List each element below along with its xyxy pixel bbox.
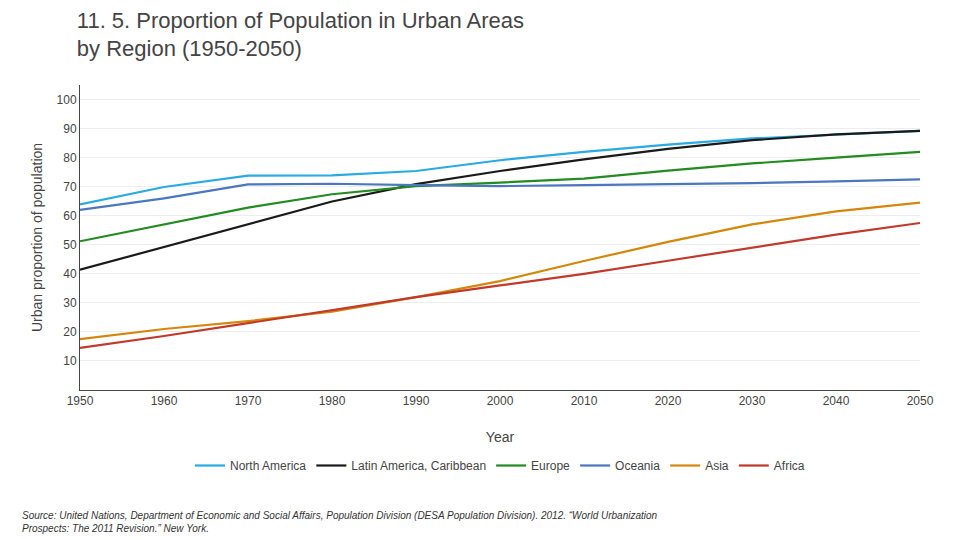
svg-text:60: 60 [63,209,77,223]
svg-text:80: 80 [63,151,77,165]
svg-text:Oceania: Oceania [615,459,660,473]
svg-text:Africa: Africa [774,459,805,473]
svg-text:1990: 1990 [403,394,430,408]
svg-text:Latin America, Caribbean: Latin America, Caribbean [351,459,486,473]
svg-text:1950: 1950 [67,394,94,408]
svg-text:50: 50 [63,238,77,252]
svg-text:Europe: Europe [531,459,570,473]
svg-text:10: 10 [63,354,77,368]
svg-text:11. 5. Proportion of Populatio: 11. 5. Proportion of Population in Urban… [77,8,524,62]
svg-text:20: 20 [63,325,77,339]
svg-text:2000: 2000 [487,394,514,408]
svg-text:Source: United Nations, Depart: Source: United Nations, Department of Ec… [22,510,658,534]
svg-text:30: 30 [63,296,77,310]
svg-text:1970: 1970 [235,394,262,408]
svg-text:1960: 1960 [151,394,178,408]
svg-text:2050: 2050 [907,394,934,408]
svg-text:2010: 2010 [571,394,598,408]
svg-text:2020: 2020 [655,394,682,408]
svg-text:70: 70 [63,180,77,194]
svg-text:2040: 2040 [823,394,850,408]
svg-text:100: 100 [57,93,77,107]
svg-text:Urban proportion of population: Urban proportion of population [29,143,45,332]
svg-text:North America: North America [230,459,306,473]
svg-text:2030: 2030 [739,394,766,408]
svg-text:40: 40 [63,267,77,281]
svg-text:1980: 1980 [319,394,346,408]
svg-text:Asia: Asia [705,459,729,473]
svg-text:90: 90 [63,122,77,136]
svg-text:Year: Year [486,429,515,445]
